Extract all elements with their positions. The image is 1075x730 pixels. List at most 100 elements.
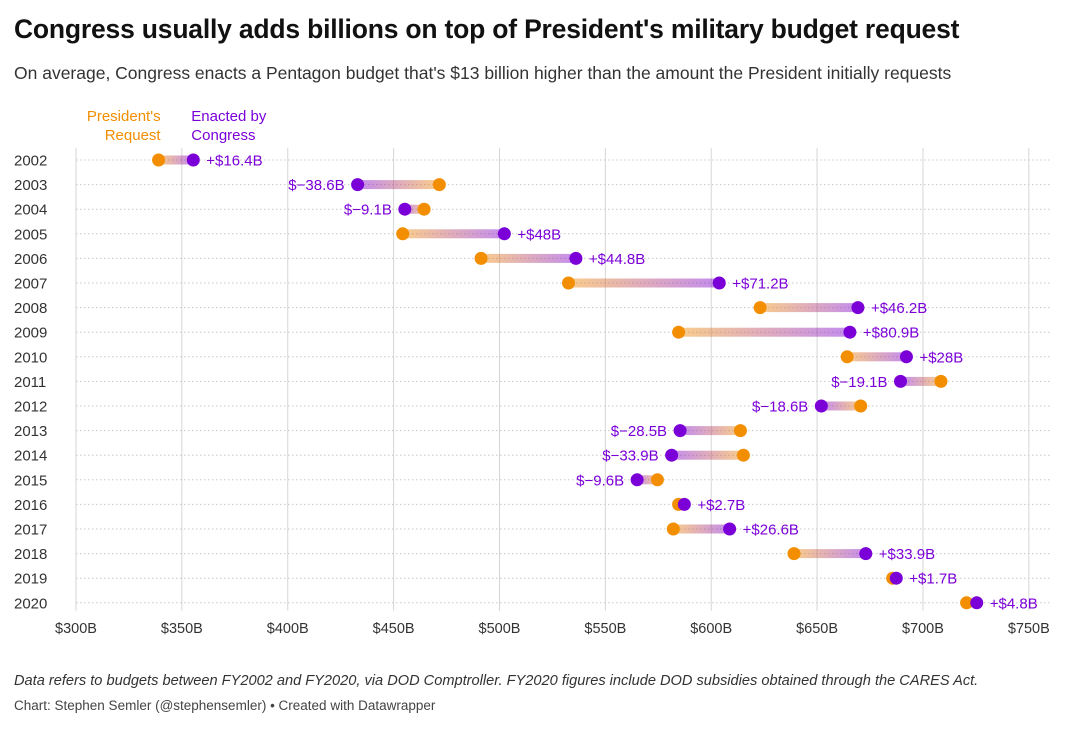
- request-dot: [396, 227, 410, 241]
- year-label: 2011: [14, 374, 46, 391]
- range-bar: [673, 524, 730, 534]
- range-bar: [404, 204, 425, 214]
- year-label: 2016: [14, 497, 47, 514]
- row-2003: 2003 $−38.6B: [14, 177, 446, 194]
- difference-label: $−28.5B: [611, 423, 667, 440]
- range-bar: [680, 426, 741, 436]
- enacted-dot: [889, 571, 903, 585]
- year-label: 2018: [14, 546, 47, 563]
- year-label: 2015: [14, 472, 47, 489]
- difference-label: $−18.6B: [752, 399, 808, 416]
- x-tick-label: $500B: [479, 621, 521, 637]
- dot-range-chart: $300B $350B $400B $450B $500B $550B $600B $650B…: [14, 108, 1050, 637]
- row-2004: 2004 $−9.1B: [14, 202, 431, 219]
- range-bar: [402, 229, 505, 239]
- range-bar: [760, 303, 858, 313]
- enacted-dot: [894, 374, 908, 388]
- legend-label: Request: [105, 127, 162, 144]
- x-tick-label: $600B: [690, 621, 732, 637]
- enacted-dot: [814, 399, 828, 413]
- row-2006: 2006 +$44.8B: [14, 251, 645, 268]
- range-bar: [481, 253, 576, 263]
- range-bar: [794, 549, 866, 559]
- row-2019: 2019 +$1.7B: [14, 571, 957, 588]
- difference-label: +$26.6B: [743, 522, 799, 539]
- range-bar: [900, 376, 941, 386]
- year-label: 2020: [14, 595, 47, 612]
- range-bar: [847, 352, 907, 362]
- range-bar: [671, 450, 744, 460]
- data-rows: 2002 +$16.4B 2003 $−38.6B 2004 $−9.1B 2005 +$48…: [14, 153, 1038, 613]
- row-2013: 2013 $−28.5B: [14, 423, 747, 440]
- row-2020: 2020 +$4.8B: [14, 595, 1038, 612]
- request-dot: [650, 473, 664, 487]
- year-label: 2002: [14, 153, 47, 170]
- row-2015: 2015 $−9.6B: [14, 472, 664, 489]
- difference-label: $−9.6B: [576, 472, 624, 489]
- enacted-dot: [899, 350, 913, 364]
- enacted-dot: [673, 424, 687, 438]
- range-bar: [158, 155, 194, 165]
- year-label: 2010: [14, 349, 47, 366]
- difference-label: $−33.9B: [602, 448, 658, 465]
- year-label: 2017: [14, 522, 47, 539]
- request-dot: [960, 596, 974, 610]
- legend-label: Congress: [191, 127, 255, 144]
- legend-label: President's: [87, 108, 161, 125]
- row-2008: 2008 +$46.2B: [14, 300, 927, 317]
- year-label: 2012: [14, 399, 47, 416]
- request-dot: [672, 325, 686, 339]
- request-dot: [152, 153, 166, 167]
- year-label: 2005: [14, 226, 47, 243]
- difference-label: +$44.8B: [589, 251, 645, 268]
- request-dot: [417, 202, 431, 216]
- x-tick-label: $450B: [373, 621, 415, 637]
- x-tick-label: $550B: [584, 621, 626, 637]
- request-dot: [753, 301, 767, 315]
- grid: $300B $350B $400B $450B $500B $550B $600B $650B…: [55, 148, 1050, 637]
- row-2002: 2002 +$16.4B: [14, 153, 263, 170]
- row-2010: 2010 +$28B: [14, 349, 963, 366]
- request-dot: [787, 547, 801, 561]
- enacted-dot: [665, 448, 679, 462]
- range-bar: [821, 401, 861, 411]
- x-tick-label: $350B: [161, 621, 203, 637]
- request-dot: [854, 399, 868, 413]
- row-2018: 2018 +$33.9B: [14, 546, 935, 563]
- enacted-dot: [859, 547, 873, 561]
- year-label: 2013: [14, 423, 47, 440]
- year-label: 2007: [14, 276, 47, 293]
- x-tick-label: $750B: [1008, 621, 1050, 637]
- difference-label: +$80.9B: [863, 325, 919, 342]
- request-dot: [934, 374, 948, 388]
- year-label: 2009: [14, 325, 47, 342]
- enacted-dot: [970, 596, 984, 610]
- credit-line: Chart: Stephen Semler (@stephensemler) •…: [14, 698, 436, 713]
- chart-subtitle: On average, Congress enacts a Pentagon b…: [14, 63, 952, 83]
- difference-label: $−19.1B: [831, 374, 887, 391]
- year-label: 2008: [14, 300, 47, 317]
- enacted-dot: [843, 325, 857, 339]
- enacted-dot: [569, 251, 583, 265]
- difference-label: +$71.2B: [732, 276, 788, 293]
- difference-label: +$16.4B: [206, 153, 262, 170]
- x-tick-label: $700B: [902, 621, 944, 637]
- row-2014: 2014 $−33.9B: [14, 448, 750, 465]
- range-bar: [568, 278, 720, 288]
- difference-label: +$4.8B: [990, 595, 1038, 612]
- enacted-dot: [677, 497, 691, 511]
- difference-label: +$46.2B: [871, 300, 927, 317]
- year-label: 2014: [14, 448, 47, 465]
- request-dot: [733, 424, 747, 438]
- year-label: 2004: [14, 202, 47, 219]
- legend-label: Enacted by: [191, 108, 267, 125]
- row-2009: 2009 +$80.9B: [14, 325, 919, 342]
- difference-label: +$48B: [517, 226, 561, 243]
- row-2012: 2012 $−18.6B: [14, 399, 868, 416]
- year-label: 2006: [14, 251, 47, 268]
- chart-title: Congress usually adds billions on top of…: [14, 14, 960, 44]
- difference-label: +$33.9B: [879, 546, 935, 563]
- legend: President's Request Enacted by Congress: [87, 108, 267, 144]
- request-dot: [474, 251, 488, 265]
- footnote: Data refers to budgets between FY2002 an…: [14, 673, 979, 689]
